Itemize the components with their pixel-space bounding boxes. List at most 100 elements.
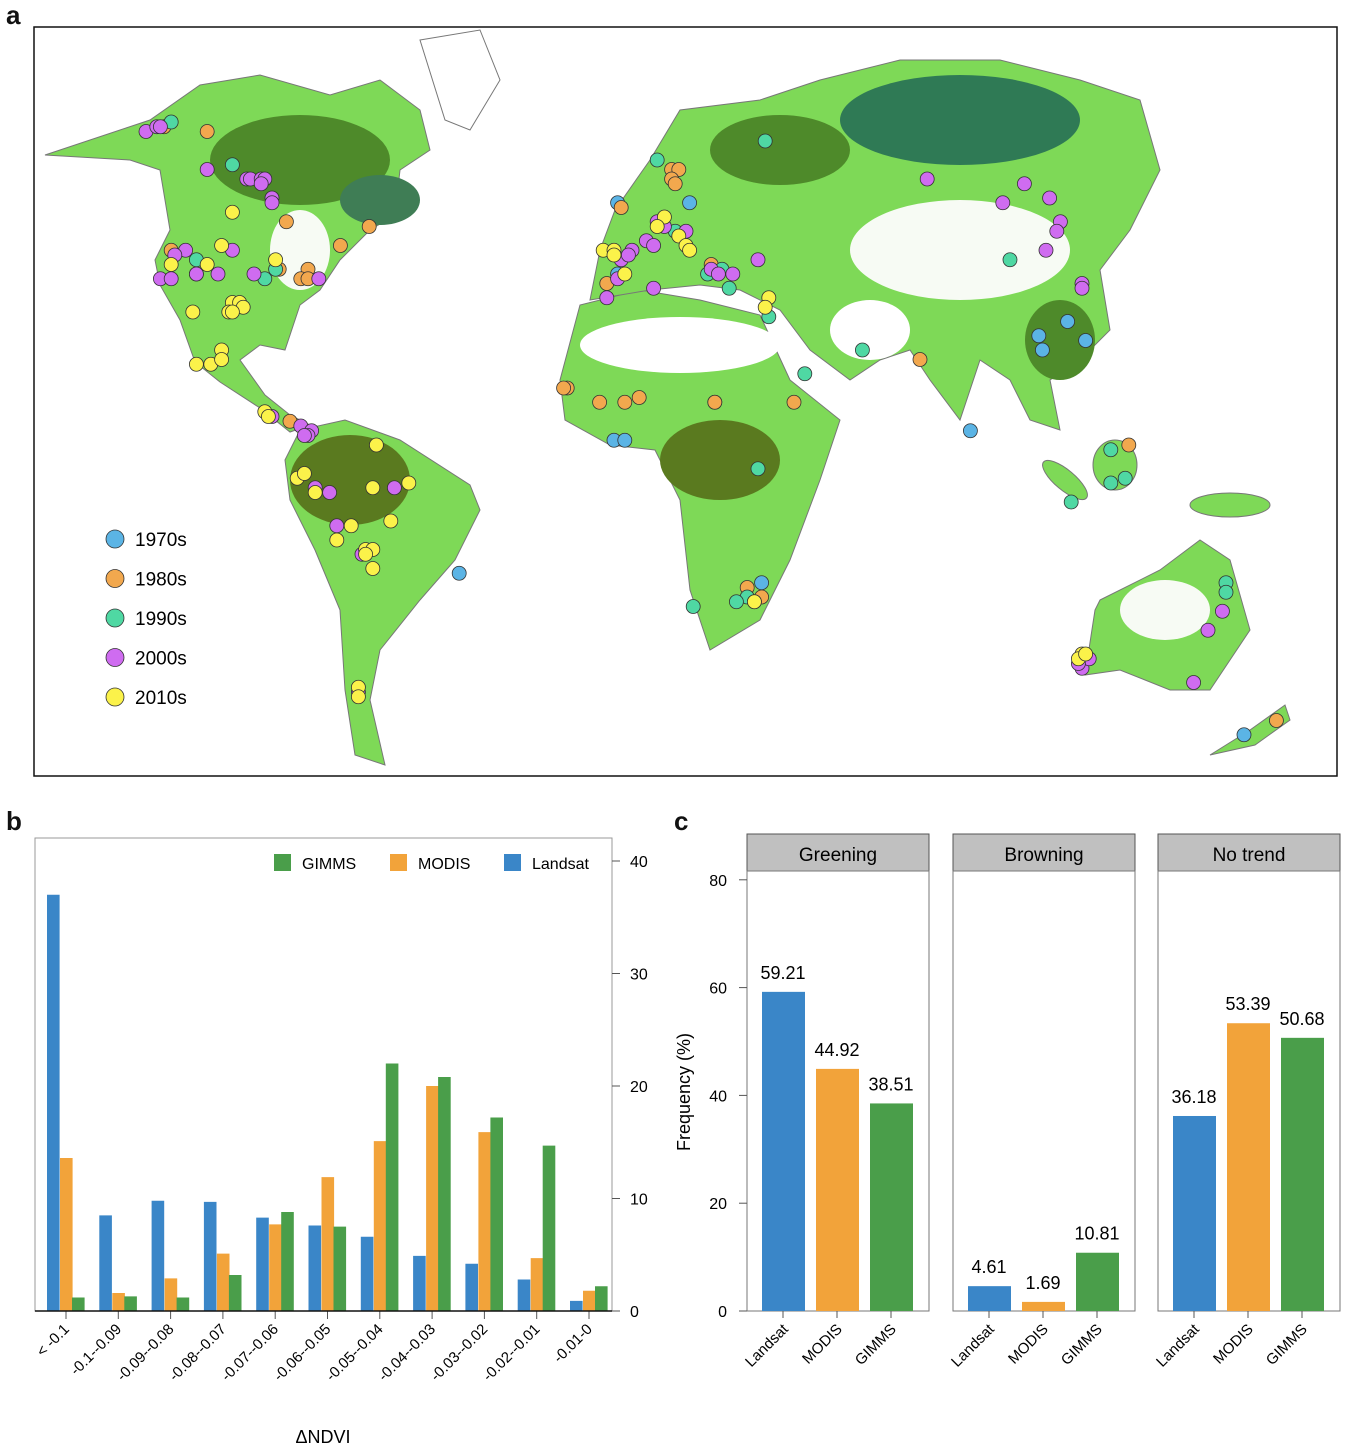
site-marker-2000s	[246, 266, 262, 282]
site-marker-1990s	[1218, 584, 1234, 600]
bar-modis	[164, 1278, 178, 1311]
site-marker-2000s	[199, 162, 215, 177]
site-marker-2010s	[358, 546, 374, 562]
site-marker-2010s	[368, 437, 384, 453]
data-label: 38.51	[868, 1074, 913, 1094]
site-marker-2000s	[599, 290, 615, 306]
x-tick-label-c: Landsat	[948, 1320, 998, 1370]
site-marker-2010s	[307, 485, 323, 500]
x-tick-label-c: GIMMS	[852, 1321, 900, 1369]
site-marker-1990s	[1117, 470, 1133, 486]
facet-header	[746, 833, 930, 872]
site-marker-2010s	[383, 513, 399, 529]
bar-gimms	[542, 1145, 556, 1311]
bar-modis	[269, 1224, 282, 1311]
x-tick-label-c: MODIS	[1210, 1321, 1257, 1368]
legend-label-2000s: 2000s	[135, 649, 187, 670]
site-marker-2010s	[199, 257, 215, 272]
bar-landsat	[360, 1236, 374, 1311]
bar-landsat	[151, 1200, 165, 1311]
bar-modis	[373, 1141, 387, 1311]
bar-landsat	[570, 1300, 583, 1311]
site-marker-2000s	[264, 195, 280, 211]
bar-gimms	[1281, 1037, 1324, 1311]
map-legend: 1970s 1980s 1990s 2000s 2010s	[105, 529, 187, 709]
y-tick-label-b: 20	[630, 1079, 648, 1096]
bar-gimms	[228, 1275, 242, 1311]
site-marker-1990s	[649, 152, 665, 168]
facet-frame	[952, 870, 1136, 1312]
site-marker-1980s	[361, 219, 377, 234]
site-marker-2000s	[995, 195, 1011, 211]
site-marker-1980s	[631, 390, 647, 405]
site-marker-1980s	[556, 380, 571, 396]
facet-header	[1157, 833, 1341, 872]
x-tick-label-c: MODIS	[1005, 1321, 1052, 1368]
bar-modis	[426, 1086, 439, 1311]
site-marker-2010s	[606, 247, 622, 263]
bar-modis	[321, 1177, 335, 1311]
bars-b	[47, 894, 608, 1311]
site-marker-1980s	[1121, 437, 1137, 453]
site-marker-1970s	[1060, 314, 1075, 329]
site-marker-2010s	[260, 409, 276, 424]
bar-modis	[478, 1132, 491, 1311]
legend-swatch-modis	[390, 854, 407, 871]
site-marker-1990s	[1063, 494, 1079, 510]
data-label: 36.18	[1171, 1087, 1216, 1107]
site-marker-1980s	[332, 238, 348, 253]
y-tick-label-b: 30	[630, 967, 648, 984]
site-marker-2000s	[1017, 176, 1032, 192]
greenland	[419, 29, 501, 131]
bar-landsat	[1173, 1115, 1216, 1311]
site-marker-2000s	[1186, 675, 1201, 690]
x-tick-label-c: GIMMS	[1058, 1321, 1106, 1369]
x-tick-label-b: -0.01-0	[550, 1321, 596, 1367]
site-marker-2010s	[350, 689, 366, 705]
site-marker-2000s	[646, 280, 661, 296]
site-marker-2010s	[214, 352, 230, 367]
legend-label-1990s: 1990s	[135, 609, 187, 630]
site-marker-2000s	[311, 271, 327, 287]
site-marker-1980s	[707, 394, 723, 410]
site-marker-2010s	[296, 466, 312, 481]
site-marker-2000s	[621, 247, 636, 263]
bar-landsat	[465, 1263, 478, 1311]
bar-gimms	[281, 1212, 294, 1311]
y-tick-label-b: 10	[630, 1192, 648, 1209]
y-tick-label-c: 20	[709, 1196, 727, 1213]
site-marker-2000s	[386, 480, 402, 496]
legend-label-landsat: Landsat	[532, 856, 589, 873]
bar-modis	[60, 1158, 73, 1311]
site-marker-1980s	[592, 394, 607, 410]
legend-marker-2000s	[105, 648, 125, 667]
site-marker-1970s	[754, 575, 769, 591]
site-marker-2000s	[296, 428, 312, 443]
y-tick-label-c: 40	[709, 1088, 727, 1105]
legend-marker-1970s	[105, 529, 125, 549]
bar-landsat	[47, 894, 60, 1311]
x-tick-label-b: < -0.1	[33, 1321, 72, 1360]
bar-landsat	[256, 1217, 269, 1311]
site-marker-2000s	[1215, 603, 1230, 619]
site-marker-2010s	[365, 561, 381, 576]
x-tick-label-b: -0.02--0.01	[480, 1321, 544, 1385]
site-marker-2000s	[646, 238, 661, 253]
site-marker-2010s	[343, 518, 359, 534]
site-marker-2000s	[253, 176, 269, 192]
site-marker-2000s	[1049, 223, 1065, 239]
site-marker-2000s	[322, 485, 338, 500]
site-marker-2010s	[224, 304, 240, 320]
bar-modis	[1227, 1023, 1270, 1311]
site-marker-1970s	[1035, 342, 1050, 358]
site-marker-1980s	[786, 394, 802, 410]
site-marker-1980s	[278, 214, 294, 230]
site-marker-2000s	[711, 266, 726, 282]
facets-c: Greening 59.21 Landsat 44.92 MODIS 38.51 GIMMS…	[709, 833, 1341, 1371]
legend-swatch-landsat	[504, 854, 521, 871]
panel-label-a: a	[6, 0, 21, 30]
site-marker-1990s	[224, 157, 240, 173]
site-marker-1990s	[1103, 442, 1119, 458]
site-markers	[138, 114, 1284, 743]
x-tick-label-c: GIMMS	[1263, 1321, 1311, 1369]
